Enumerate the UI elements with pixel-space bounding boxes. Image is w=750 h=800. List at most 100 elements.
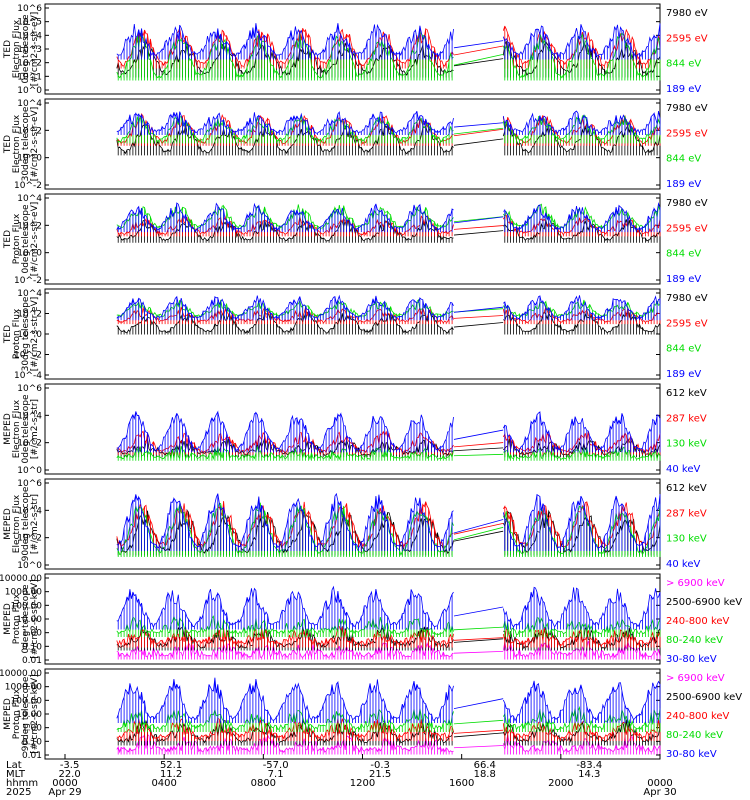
series-trace [116, 625, 661, 651]
legend-entry: 189 eV [666, 369, 701, 380]
legend-entry: 844 eV [666, 249, 701, 260]
legend-entry: 287 keV [666, 413, 707, 424]
legend-entry: 844 eV [666, 59, 701, 70]
y-tick-label: 1000.00 [5, 588, 42, 598]
gap-connector [453, 651, 504, 654]
x-time-label: 0800 [251, 778, 276, 789]
gap-connector [453, 447, 504, 452]
legend-entry: 2595 eV [666, 318, 708, 329]
gap-connector [453, 58, 504, 67]
y-tick-label: 10^2 [17, 221, 42, 231]
legend-entry: 30-80 keV [666, 654, 717, 665]
legend-entry: 612 keV [666, 388, 707, 399]
x-lat-label: -57.0 [263, 760, 289, 771]
legend-entry: 130 keV [666, 439, 707, 450]
y-axis-label: 0deg telescope [21, 584, 31, 654]
series-trace [116, 640, 661, 660]
legend-entry: 844 eV [666, 154, 701, 165]
gap-connector [453, 530, 504, 542]
legend-entry: 240-800 keV [666, 711, 730, 722]
legend-entry: 7980 eV [666, 293, 708, 304]
y-tick-label: 10^6 [17, 479, 42, 489]
y-tick-label: 100.00 [11, 696, 43, 706]
legend-entry: 7980 eV [666, 198, 708, 209]
legend-entry: 40 keV [666, 559, 700, 570]
legend-entry: 240-800 keV [666, 616, 730, 627]
gap-connector [453, 45, 504, 56]
y-tick-label: 10^4 [17, 411, 42, 421]
x-lat-label: -83.4 [576, 760, 602, 771]
x-mlt-label: 11.2 [160, 769, 182, 780]
y-axis-label: Electron Flux [12, 114, 22, 173]
legend-entry: 189 eV [666, 84, 701, 95]
gap-connector [453, 626, 504, 631]
x-lat-label: -0.3 [370, 760, 390, 771]
y-tick-label: 10^4 [17, 99, 42, 109]
panel-6: 10^6 10^4 10^2 10^0 MEPED Electron Flux 90deg … [3, 478, 707, 571]
panel-1: 10^6 10^5 10^4 10^3 10^2 10^1 10^0 TED Electron … [3, 3, 708, 96]
panel-8: 10000.00 1000.00 100.00 10.00 1.00 0.10 0.01 ME… [0, 668, 742, 761]
series-trace [116, 717, 661, 741]
x-date-label: Apr 29 [48, 787, 81, 798]
panel-4: 10^4 10^2 10^0 10^-2 10^-4 TED Proton Flux 30de… [3, 288, 708, 381]
gap-connector [453, 442, 504, 448]
y-tick-label: 10^6 [17, 4, 42, 14]
series-trace [116, 410, 661, 453]
series-trace [116, 585, 661, 630]
x-axis-row-label: 2025 [6, 787, 31, 798]
gap-connector [453, 54, 504, 66]
series-trace [116, 492, 661, 551]
y-tick-label: 0.01 [22, 751, 42, 761]
x-mlt-label: 21.5 [369, 769, 391, 780]
y-axis-label: Electron Flux [12, 494, 22, 553]
x-time-label: 0000 [52, 778, 77, 789]
gap-connector [453, 216, 504, 224]
y-tick-label: 10^0 [17, 86, 42, 96]
x-time-label: 0400 [151, 778, 176, 789]
y-axis-label: 0deg telescope [21, 204, 31, 274]
gap-connector [453, 519, 504, 534]
y-tick-label: 1.00 [22, 724, 42, 734]
legend-entry: 80-240 keV [666, 730, 723, 741]
y-axis-label: [#/cm2-s-str-keV] [30, 579, 40, 658]
y-tick-label: 0.10 [22, 737, 42, 747]
legend-entry: 2595 eV [666, 128, 708, 139]
y-tick-label: 0.01 [22, 656, 42, 666]
x-mlt-label: 18.8 [474, 769, 496, 780]
y-tick-label: 10^0 [17, 561, 42, 571]
y-axis-label: 30deg telescope [21, 106, 31, 181]
x-mlt-label: 7.1 [268, 769, 284, 780]
gap-connector [453, 122, 504, 128]
legend-entry: 7980 eV [666, 103, 708, 114]
gap-connector [453, 322, 504, 328]
y-axis-label: Proton Flux [12, 308, 22, 359]
legend-entry: 2500-6900 keV [666, 597, 742, 608]
gap-connector [453, 606, 504, 617]
y-tick-label: 10^-2 [14, 276, 42, 286]
x-lat-label: -3.5 [60, 760, 80, 771]
y-axis-label: [#/cm2-s-str] [30, 399, 40, 459]
gap-connector [453, 453, 504, 457]
gap-connector [453, 745, 504, 749]
x-axis-row-label: Lat [6, 760, 22, 771]
y-tick-label: 10^-4 [14, 371, 42, 381]
y-axis-label: 90deg telescope [21, 676, 31, 751]
y-tick-label: 10^4 [17, 506, 42, 516]
series-trace [116, 677, 661, 723]
gap-connector [453, 230, 504, 236]
panel-2: 10^4 10^2 10^0 10^-2 TED Electron Flux 30deg t… [3, 98, 708, 191]
series-trace [116, 502, 661, 557]
y-axis-label: [#/cm2-s-str-eV] [30, 202, 40, 277]
y-tick-label: 10^3 [17, 45, 42, 55]
y-axis-label: [#/cm2-s-str-keV] [30, 674, 40, 753]
gap-connector [453, 306, 504, 313]
y-axis-label: Electron Flux [12, 399, 22, 458]
y-axis-label: Electron Flux [12, 19, 22, 78]
legend-entry: > 6900 keV [666, 673, 725, 684]
gap-connector [453, 523, 504, 535]
y-axis-label: [#/cm2-s-str-eV] [30, 107, 40, 182]
gap-connector [453, 225, 504, 230]
gap-connector [453, 138, 504, 146]
y-tick-label: 10^-2 [14, 181, 42, 191]
